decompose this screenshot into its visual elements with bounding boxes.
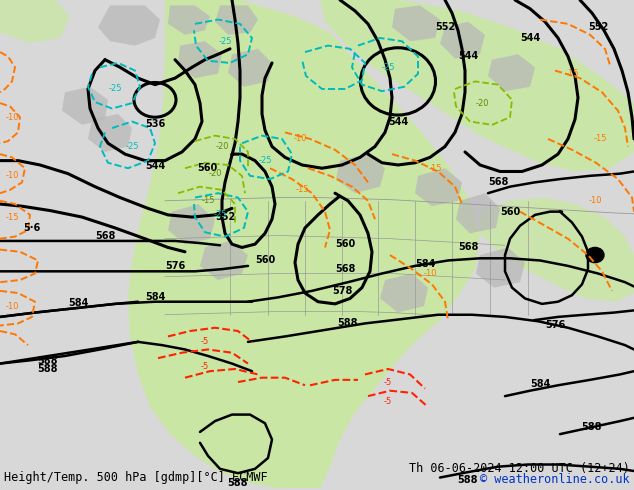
Polygon shape <box>215 5 258 35</box>
Polygon shape <box>320 0 634 172</box>
Text: 552: 552 <box>588 22 608 32</box>
Text: 560: 560 <box>335 239 355 249</box>
Ellipse shape <box>586 247 604 263</box>
Text: -20: -20 <box>476 98 489 108</box>
Text: -20: -20 <box>208 169 222 178</box>
Text: 568: 568 <box>458 243 478 252</box>
Text: -25: -25 <box>213 210 227 220</box>
Polygon shape <box>392 5 440 41</box>
Text: Height/Temp. 500 hPa [gdmp][°C] ECMWF: Height/Temp. 500 hPa [gdmp][°C] ECMWF <box>4 471 268 484</box>
Text: -25: -25 <box>108 84 122 94</box>
Text: -25: -25 <box>258 156 272 165</box>
Text: 578: 578 <box>332 286 353 296</box>
Text: 5·6: 5·6 <box>23 223 41 233</box>
Text: 568: 568 <box>488 177 508 187</box>
Text: -25: -25 <box>218 37 232 46</box>
Text: -15: -15 <box>201 196 215 205</box>
Polygon shape <box>480 197 634 302</box>
Text: -15: -15 <box>6 213 20 221</box>
Text: 584: 584 <box>145 292 165 302</box>
Text: 544: 544 <box>388 117 408 127</box>
Polygon shape <box>440 22 485 59</box>
Text: -15: -15 <box>566 69 579 78</box>
Text: 588: 588 <box>38 356 58 366</box>
Text: 588: 588 <box>338 318 358 328</box>
Polygon shape <box>168 204 215 244</box>
Text: 560: 560 <box>500 207 520 217</box>
Polygon shape <box>168 5 210 35</box>
Text: 584: 584 <box>530 379 550 389</box>
Polygon shape <box>0 0 70 44</box>
Text: -5: -5 <box>201 362 209 371</box>
Text: 588: 588 <box>38 364 58 373</box>
Text: 568: 568 <box>95 231 115 241</box>
Text: © weatheronline.co.uk: © weatheronline.co.uk <box>481 473 630 486</box>
Polygon shape <box>415 168 462 206</box>
Text: 584: 584 <box>68 298 88 308</box>
Polygon shape <box>88 114 132 152</box>
Polygon shape <box>178 41 222 78</box>
Text: -20: -20 <box>216 142 229 151</box>
Text: 584: 584 <box>415 259 435 269</box>
Text: -10: -10 <box>6 113 20 122</box>
Text: 560: 560 <box>198 163 218 173</box>
Text: -25: -25 <box>126 142 139 151</box>
Text: 576: 576 <box>545 320 565 330</box>
Polygon shape <box>380 273 428 313</box>
Text: 568: 568 <box>335 264 355 274</box>
Polygon shape <box>476 247 525 288</box>
Polygon shape <box>456 193 500 233</box>
Text: -5: -5 <box>384 377 392 387</box>
Polygon shape <box>128 0 480 489</box>
Text: -10: -10 <box>588 196 602 205</box>
Text: -5: -5 <box>384 397 392 406</box>
Text: 552: 552 <box>435 22 455 32</box>
Text: 588: 588 <box>228 478 249 488</box>
Text: 552: 552 <box>215 212 235 222</box>
Polygon shape <box>62 87 108 125</box>
Text: -25: -25 <box>381 63 395 72</box>
Text: 588: 588 <box>582 422 602 432</box>
Text: 560: 560 <box>255 255 275 265</box>
Text: Th 06-06-2024 12:00 UTC (12+24): Th 06-06-2024 12:00 UTC (12+24) <box>409 463 630 475</box>
Text: -10: -10 <box>424 269 437 278</box>
Text: -10: -10 <box>6 301 20 311</box>
Polygon shape <box>98 5 160 46</box>
Text: -5: -5 <box>201 338 209 346</box>
Polygon shape <box>228 49 272 87</box>
Text: 544: 544 <box>458 51 478 61</box>
Text: -15: -15 <box>295 185 309 195</box>
Polygon shape <box>488 54 535 91</box>
Text: 544: 544 <box>520 33 540 43</box>
Text: 588: 588 <box>458 475 478 486</box>
Text: -10: -10 <box>294 134 307 144</box>
Text: 576: 576 <box>165 261 185 271</box>
Text: -15: -15 <box>593 134 607 144</box>
Polygon shape <box>200 241 248 280</box>
Polygon shape <box>336 154 385 193</box>
Text: 536: 536 <box>145 120 165 129</box>
Text: 544: 544 <box>145 161 165 171</box>
Text: -15: -15 <box>428 164 442 172</box>
Text: -10: -10 <box>6 172 20 180</box>
